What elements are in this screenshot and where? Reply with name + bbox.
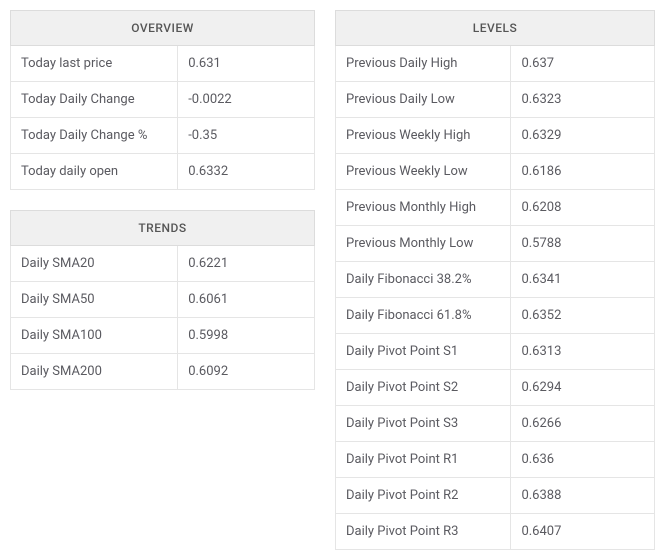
row-label: Daily SMA200 xyxy=(11,354,178,390)
table-row: Daily SMA2000.6092 xyxy=(11,354,315,390)
trends-body: Daily SMA200.6221Daily SMA500.6061Daily … xyxy=(11,246,315,390)
table-row: Previous Weekly Low0.6186 xyxy=(336,154,655,190)
levels-table: LEVELS Previous Daily High0.637Previous … xyxy=(335,10,655,550)
table-row: Daily SMA200.6221 xyxy=(11,246,315,282)
row-value: 0.636 xyxy=(511,442,655,478)
row-label: Previous Daily Low xyxy=(336,82,511,118)
row-label: Today Daily Change xyxy=(11,82,178,118)
levels-title: LEVELS xyxy=(336,11,655,46)
row-value: 0.6323 xyxy=(511,82,655,118)
table-row: Previous Daily High0.637 xyxy=(336,46,655,82)
tables-container: OVERVIEW Today last price0.631Today Dail… xyxy=(10,10,660,550)
row-value: 0.637 xyxy=(511,46,655,82)
row-value: 0.6266 xyxy=(511,406,655,442)
row-value: 0.6061 xyxy=(178,282,315,318)
row-label: Daily Pivot Point R3 xyxy=(336,514,511,550)
row-value: 0.6313 xyxy=(511,334,655,370)
row-value: 0.5788 xyxy=(511,226,655,262)
row-label: Previous Weekly Low xyxy=(336,154,511,190)
row-value: 0.5998 xyxy=(178,318,315,354)
row-label: Daily SMA100 xyxy=(11,318,178,354)
row-label: Daily Pivot Point S2 xyxy=(336,370,511,406)
table-row: Daily SMA500.6061 xyxy=(11,282,315,318)
row-value: 0.631 xyxy=(178,46,315,82)
table-row: Daily Pivot Point R30.6407 xyxy=(336,514,655,550)
row-label: Daily Pivot Point R2 xyxy=(336,478,511,514)
row-label: Daily Pivot Point S3 xyxy=(336,406,511,442)
row-value: 0.6341 xyxy=(511,262,655,298)
table-row: Daily Pivot Point R10.636 xyxy=(336,442,655,478)
right-column: LEVELS Previous Daily High0.637Previous … xyxy=(335,10,655,550)
row-label: Daily SMA20 xyxy=(11,246,178,282)
row-label: Today last price xyxy=(11,46,178,82)
trends-table: TRENDS Daily SMA200.6221Daily SMA500.606… xyxy=(10,210,315,390)
table-row: Today Daily Change %-0.35 xyxy=(11,118,315,154)
trends-title: TRENDS xyxy=(11,211,315,246)
overview-body: Today last price0.631Today Daily Change-… xyxy=(11,46,315,190)
table-row: Daily SMA1000.5998 xyxy=(11,318,315,354)
table-row: Today Daily Change-0.0022 xyxy=(11,82,315,118)
row-label: Previous Monthly Low xyxy=(336,226,511,262)
row-value: 0.6352 xyxy=(511,298,655,334)
table-row: Daily Pivot Point R20.6388 xyxy=(336,478,655,514)
table-row: Today last price0.631 xyxy=(11,46,315,82)
row-label: Previous Weekly High xyxy=(336,118,511,154)
row-value: 0.6092 xyxy=(178,354,315,390)
overview-table: OVERVIEW Today last price0.631Today Dail… xyxy=(10,10,315,190)
levels-body: Previous Daily High0.637Previous Daily L… xyxy=(336,46,655,550)
row-label: Today Daily Change % xyxy=(11,118,178,154)
table-row: Previous Monthly Low0.5788 xyxy=(336,226,655,262)
overview-title: OVERVIEW xyxy=(11,11,315,46)
left-column: OVERVIEW Today last price0.631Today Dail… xyxy=(10,10,315,390)
row-label: Daily Pivot Point S1 xyxy=(336,334,511,370)
row-label: Daily Fibonacci 61.8% xyxy=(336,298,511,334)
row-value: 0.6294 xyxy=(511,370,655,406)
table-row: Daily Pivot Point S20.6294 xyxy=(336,370,655,406)
table-row: Daily Fibonacci 61.8%0.6352 xyxy=(336,298,655,334)
row-value: 0.6388 xyxy=(511,478,655,514)
row-label: Previous Daily High xyxy=(336,46,511,82)
row-value: -0.0022 xyxy=(178,82,315,118)
row-label: Today daily open xyxy=(11,154,178,190)
row-value: 0.6329 xyxy=(511,118,655,154)
row-label: Previous Monthly High xyxy=(336,190,511,226)
table-row: Daily Pivot Point S10.6313 xyxy=(336,334,655,370)
table-row: Today daily open0.6332 xyxy=(11,154,315,190)
table-row: Daily Fibonacci 38.2%0.6341 xyxy=(336,262,655,298)
row-value: 0.6221 xyxy=(178,246,315,282)
table-row: Daily Pivot Point S30.6266 xyxy=(336,406,655,442)
row-label: Daily Fibonacci 38.2% xyxy=(336,262,511,298)
table-row: Previous Monthly High0.6208 xyxy=(336,190,655,226)
row-value: 0.6407 xyxy=(511,514,655,550)
table-row: Previous Weekly High0.6329 xyxy=(336,118,655,154)
row-label: Daily SMA50 xyxy=(11,282,178,318)
table-row: Previous Daily Low0.6323 xyxy=(336,82,655,118)
row-value: 0.6332 xyxy=(178,154,315,190)
row-value: 0.6186 xyxy=(511,154,655,190)
row-value: -0.35 xyxy=(178,118,315,154)
row-label: Daily Pivot Point R1 xyxy=(336,442,511,478)
row-value: 0.6208 xyxy=(511,190,655,226)
